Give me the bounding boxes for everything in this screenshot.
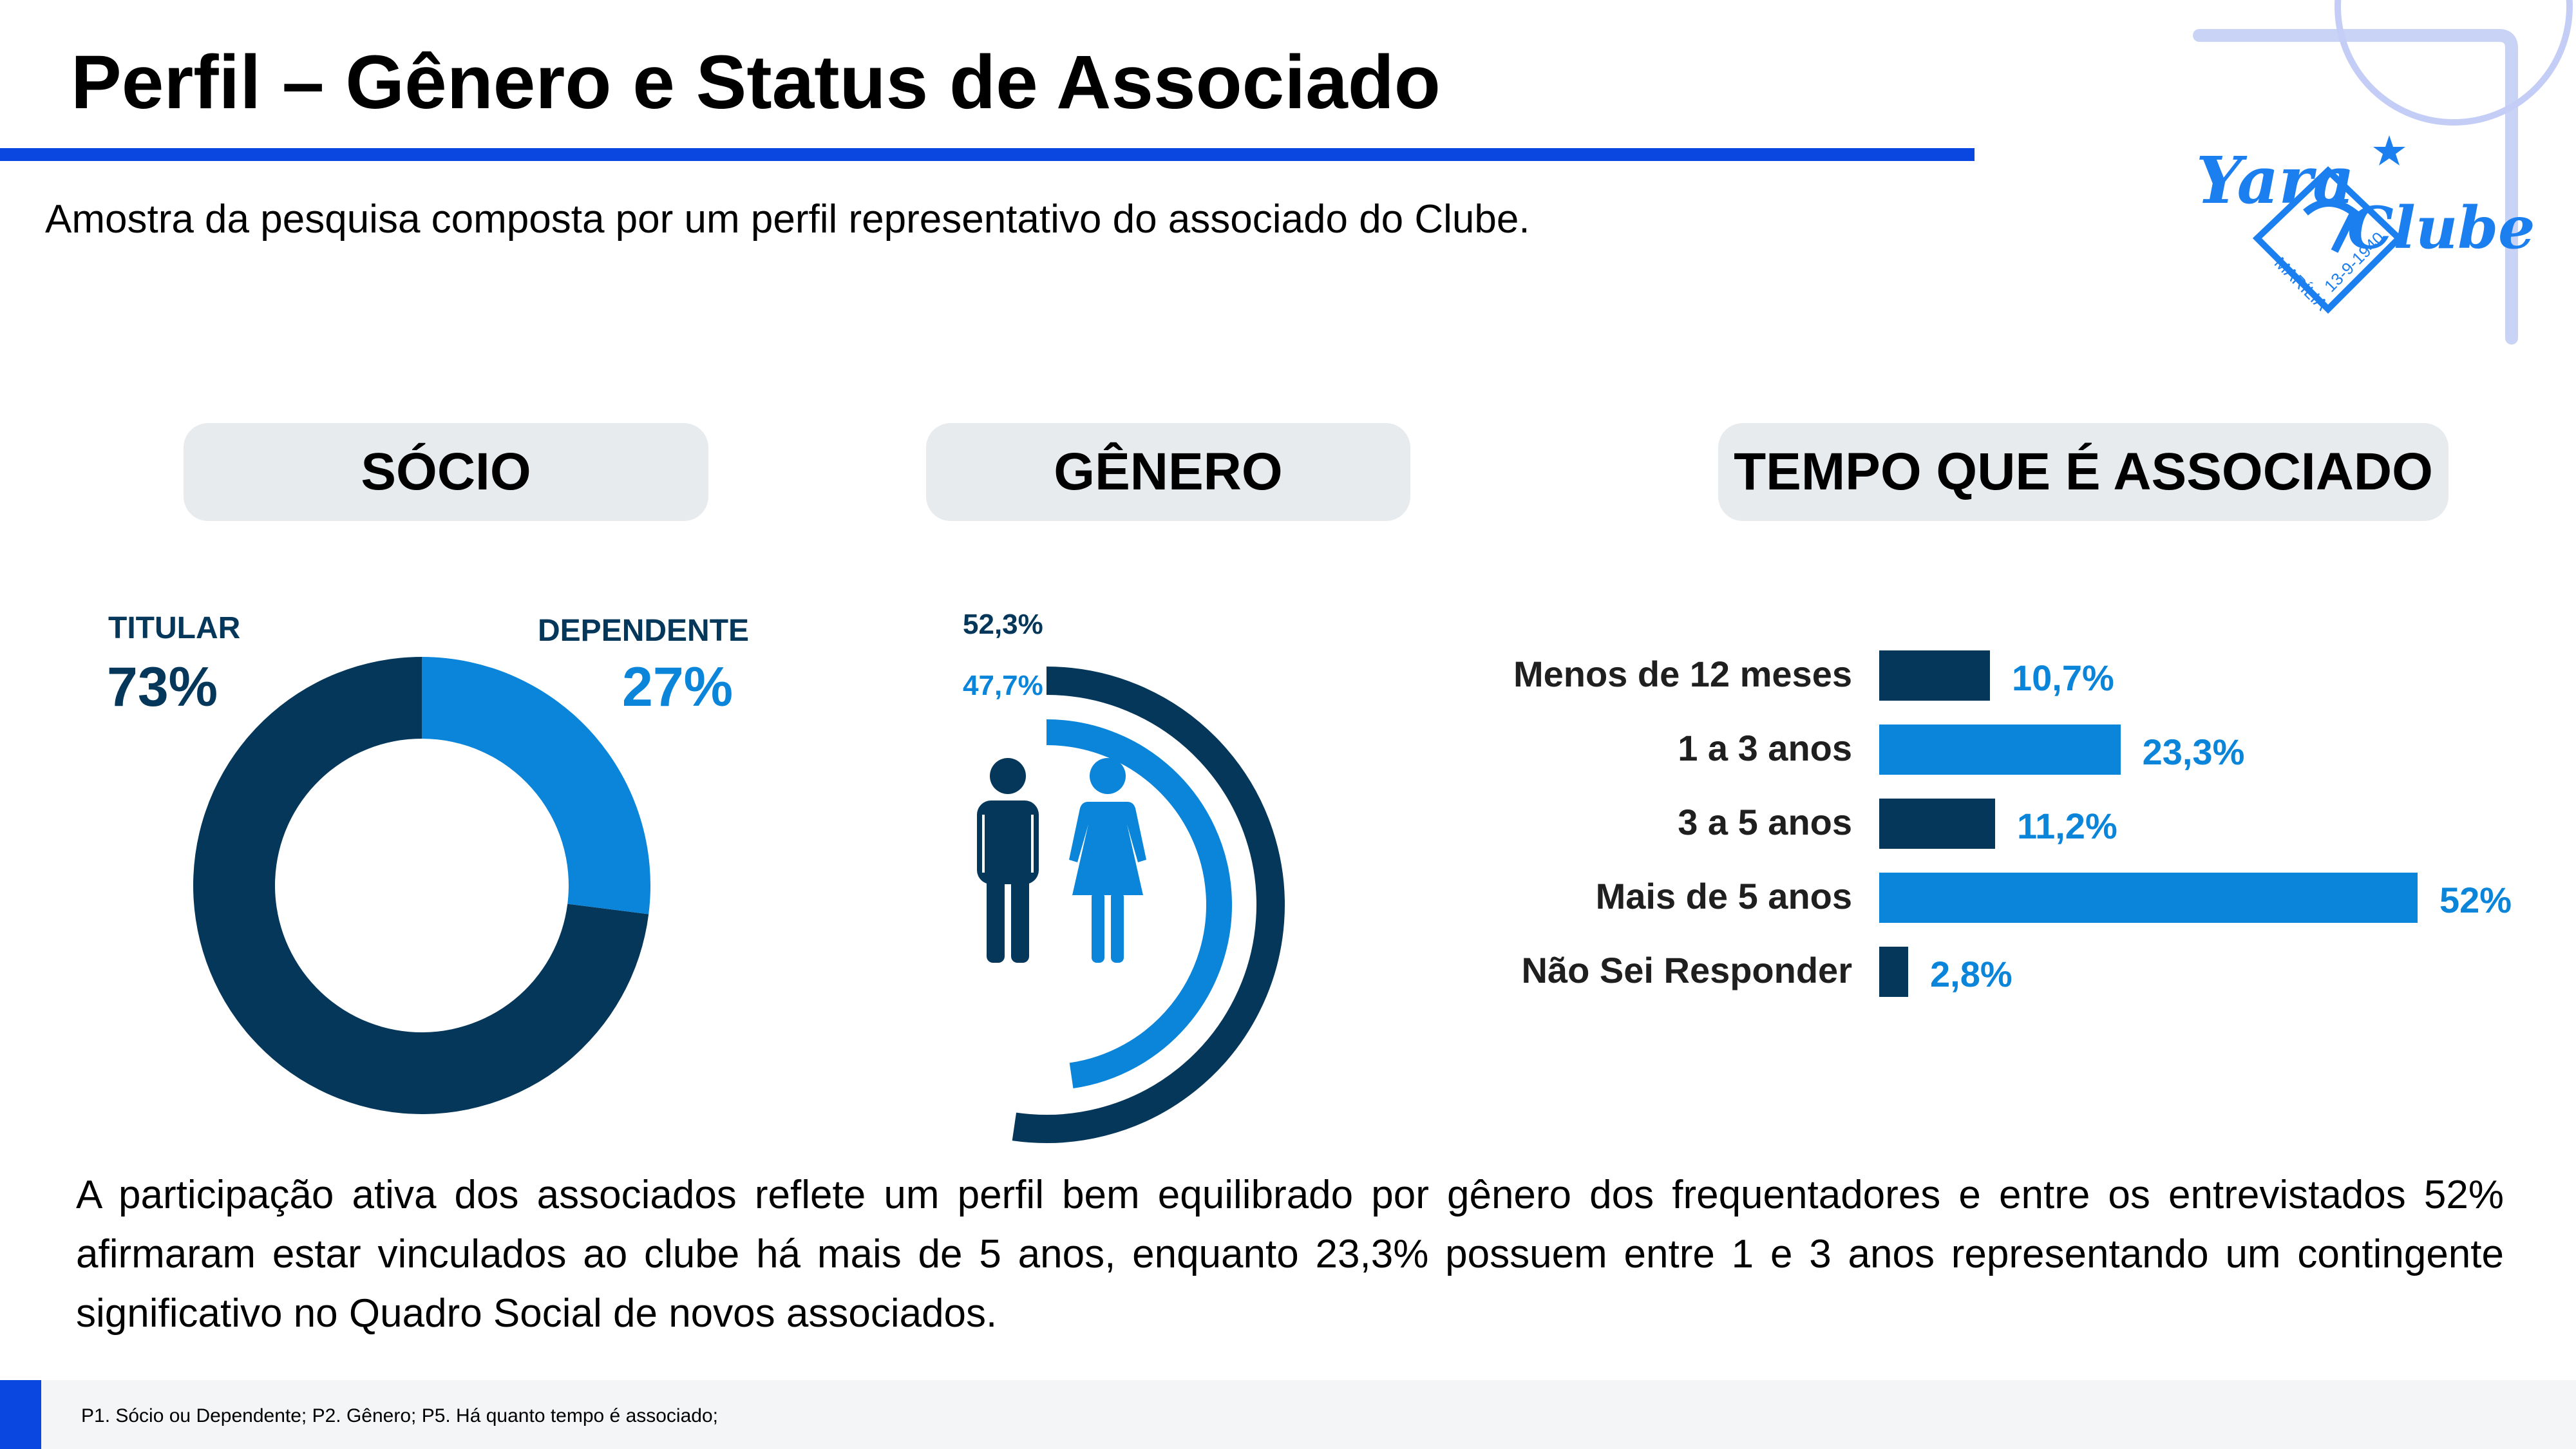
bar-category-label: Menos de 12 meses	[1513, 654, 1852, 694]
bar-rect	[1879, 947, 1908, 997]
section-socio-header: SÓCIO	[184, 423, 708, 521]
club-logo: Yara Clube MARÍLIA 13-9-1940	[2196, 135, 2535, 314]
donut-slice-titular	[193, 657, 649, 1114]
male-person-icon	[977, 758, 1039, 963]
bar-value-label: 23,3%	[2142, 732, 2245, 772]
page-title: Perfil – Gênero e Status de Associado	[71, 40, 1441, 125]
bar-rect	[1879, 724, 2121, 775]
footer-accent	[0, 1380, 41, 1449]
logo-area: Yara Clube MARÍLIA 13-9-1940	[2193, 0, 2573, 345]
female-person-icon	[1069, 758, 1146, 963]
footer-note: P1. Sócio ou Dependente; P2. Gênero; P5.…	[81, 1405, 718, 1426]
logo-star	[2373, 135, 2405, 166]
bar-rect	[1879, 873, 2418, 923]
gender-arc-male	[1012, 667, 1285, 1143]
gender-arc-female	[1046, 719, 1232, 1088]
bar-category-label: Mais de 5 anos	[1595, 876, 1852, 916]
bar-value-label: 11,2%	[2017, 806, 2117, 846]
donut-slice-dependente	[422, 657, 650, 914]
logo-frame	[2193, 29, 2518, 345]
logo-text-yara: Yara	[2196, 142, 2354, 218]
donut-value-titular: 73%	[107, 656, 218, 718]
bar-value-label: 52%	[2439, 880, 2512, 920]
bar-category-label: Não Sei Responder	[1521, 950, 1852, 990]
footer-bar	[0, 1380, 2576, 1449]
donut-value-dependente: 27%	[622, 656, 734, 718]
section-tempo-header: TEMPO QUE É ASSOCIADO	[1718, 423, 2448, 521]
logo-decor-circle	[2334, 0, 2573, 126]
socio-donut-chart	[193, 657, 650, 1114]
donut-label-dependente: DEPENDENTE	[538, 614, 750, 648]
title-underline	[0, 148, 1975, 161]
bar-rect	[1879, 799, 1996, 849]
summary-paragraph: A participação ativa dos associados refl…	[76, 1173, 2504, 1336]
bar-category-label: 3 a 5 anos	[1678, 802, 1852, 842]
bar-category-label: 1 a 3 anos	[1678, 728, 1852, 768]
bar-value-label: 10,7%	[2012, 658, 2114, 698]
donut-label-titular: TITULAR	[108, 611, 241, 645]
section-genero-header: GÊNERO	[926, 423, 1410, 521]
gender-value-female: 47,7%	[963, 670, 1043, 701]
bar-value-label: 2,8%	[1930, 954, 2012, 994]
gender-value-male: 52,3%	[963, 609, 1043, 640]
genero-radial-chart	[1012, 667, 1285, 1143]
bar-rect	[1879, 650, 1991, 701]
logo-text-clube: Clube	[2347, 194, 2535, 262]
page-subtitle: Amostra da pesquisa composta por um perf…	[45, 197, 1530, 242]
